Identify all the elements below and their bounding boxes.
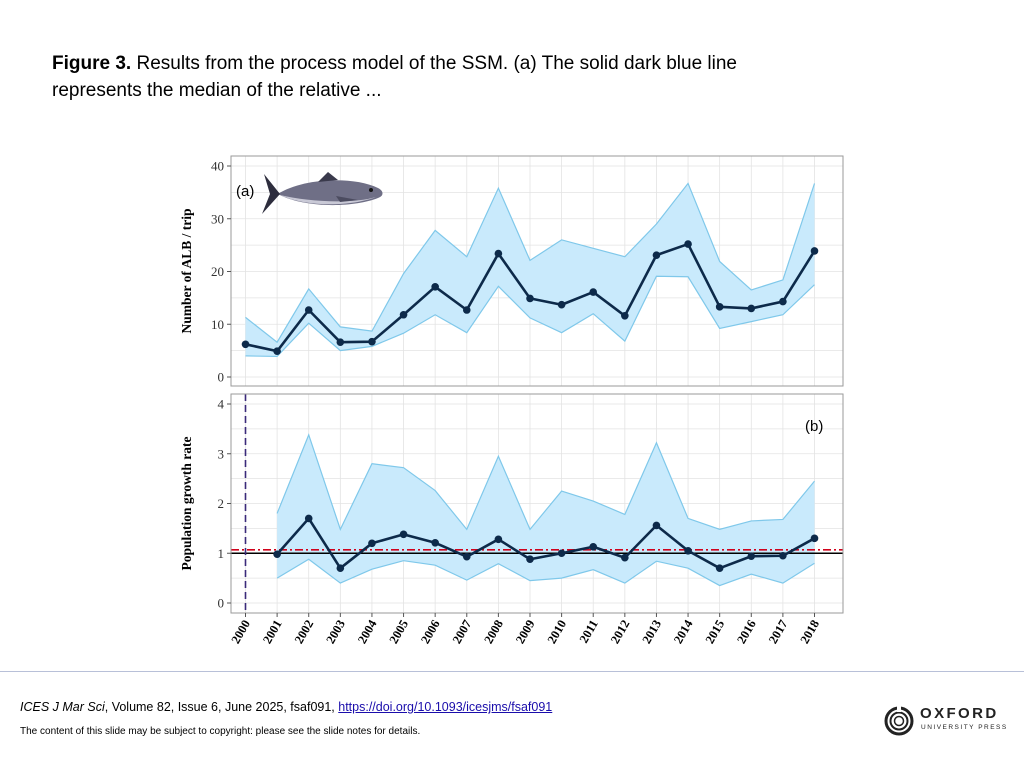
y-tick-label: 40 <box>211 159 224 174</box>
tuna-illustration-icon <box>262 172 383 214</box>
data-point <box>557 549 566 558</box>
data-point <box>241 340 250 349</box>
copyright-notice: The content of this slide may be subject… <box>20 726 421 737</box>
doi-link[interactable]: https://doi.org/10.1093/icesjms/fsaf091 <box>338 700 553 714</box>
data-point <box>715 564 724 572</box>
x-tick-label: 2000 <box>228 618 253 647</box>
data-point <box>747 552 756 561</box>
oxford-logo-icon <box>884 706 914 736</box>
x-tick-label: 2017 <box>766 618 791 647</box>
data-point <box>526 555 534 564</box>
data-point <box>621 312 629 320</box>
y-tick-label: 30 <box>211 211 224 226</box>
panel-label: (a) <box>236 183 254 200</box>
data-point <box>810 247 819 255</box>
footer-divider <box>0 671 1024 672</box>
data-point <box>526 294 534 303</box>
data-point <box>368 337 376 346</box>
data-point <box>589 542 598 551</box>
journal-name: ICES J Mar Sci <box>20 700 105 714</box>
fish-eye <box>369 188 373 192</box>
chart-panel-b: 0 1 2 3 4 Population growth rate (b) <box>179 393 844 614</box>
data-point <box>368 539 376 548</box>
y-axis-title: Number of ALB / trip <box>179 208 194 333</box>
data-point <box>557 300 566 309</box>
citation-details: , Volume 82, Issue 6, June 2025, fsaf091… <box>104 700 339 714</box>
panel-label: (b) <box>805 418 823 435</box>
median-line <box>276 517 816 570</box>
data-point <box>589 288 598 296</box>
fish-pectoral-fin <box>336 196 358 202</box>
y-axis-title: Population growth rate <box>179 436 194 570</box>
fish-belly <box>280 195 376 205</box>
figure-label: Figure 3. <box>52 53 132 74</box>
oxford-logo[interactable]: OXFORD UNIVERSITY PRESS <box>884 704 1014 738</box>
data-point <box>779 551 787 560</box>
chart-panel-a: 0 10 20 30 40 Number of ALB / trip (a) <box>179 155 844 387</box>
y-tick-label: 1 <box>218 546 225 561</box>
data-point <box>747 304 756 313</box>
fish-dorsal-fin <box>318 172 338 182</box>
data-point <box>431 539 439 547</box>
data-point <box>462 306 471 314</box>
x-tick-label: 2008 <box>481 618 506 647</box>
y-tick-label: 10 <box>211 317 224 332</box>
caption-text: Results from the process model of the SS… <box>52 53 737 101</box>
x-tick-label: 2004 <box>355 617 380 646</box>
lower-bound-line <box>276 558 815 587</box>
y-tick-label: 0 <box>218 370 225 385</box>
data-point <box>399 530 408 539</box>
data-point <box>779 297 787 306</box>
data-point <box>621 553 629 562</box>
x-tick-label: 2018 <box>797 618 822 647</box>
data-point <box>431 282 439 291</box>
data-point <box>336 338 345 346</box>
x-tick-label: 2005 <box>387 618 412 647</box>
y-tick-label: 3 <box>218 446 225 461</box>
lower-bound-line <box>245 275 815 358</box>
data-point <box>399 310 408 319</box>
data-point <box>715 303 724 311</box>
data-point <box>273 347 281 355</box>
data-point <box>304 514 313 523</box>
data-point <box>494 249 503 258</box>
citation: ICES J Mar Sci, Volume 82, Issue 6, June… <box>20 700 552 714</box>
x-tick-label: 2012 <box>608 618 633 647</box>
data-point <box>304 306 313 314</box>
data-point <box>652 251 661 259</box>
data-point <box>273 550 281 559</box>
data-point <box>810 534 819 543</box>
upper-bound-line <box>276 433 815 531</box>
fish-tail <box>262 174 280 214</box>
figure-caption: Figure 3. Results from the process model… <box>52 50 772 104</box>
y-tick-label: 2 <box>218 496 225 511</box>
x-tick-label: 2007 <box>450 618 475 647</box>
upper-bound-line <box>245 182 816 344</box>
x-tick-label: 2011 <box>577 618 601 646</box>
x-tick-label: 2016 <box>734 618 759 647</box>
x-tick-label: 2003 <box>323 618 348 647</box>
data-point <box>336 564 345 572</box>
x-tick-label: 2014 <box>671 617 696 646</box>
x-tick-label: 2013 <box>639 618 664 647</box>
x-tick-label: 2009 <box>513 618 538 647</box>
publisher-subtitle: UNIVERSITY PRESS <box>921 724 1008 731</box>
data-point <box>684 240 692 248</box>
x-tick-label: 2002 <box>292 618 317 647</box>
x-tick-label: 2001 <box>260 618 285 647</box>
fish-body <box>278 180 383 206</box>
publisher-name: OXFORD <box>920 705 999 722</box>
y-tick-label: 20 <box>211 264 224 279</box>
data-point <box>652 521 661 530</box>
x-tick-label: 2006 <box>418 618 443 647</box>
data-point <box>684 546 692 555</box>
figure-chart: 0 10 20 30 40 Number of ALB / trip (a) 0 1 2 3 4 Pop… <box>179 155 844 647</box>
y-tick-label: 0 <box>218 596 225 611</box>
x-tick-label: 2010 <box>545 618 570 647</box>
x-tick-label: 2015 <box>703 618 728 647</box>
data-point <box>462 552 471 561</box>
credible-band <box>245 183 815 357</box>
data-point <box>494 535 503 544</box>
y-tick-label: 4 <box>218 397 225 412</box>
